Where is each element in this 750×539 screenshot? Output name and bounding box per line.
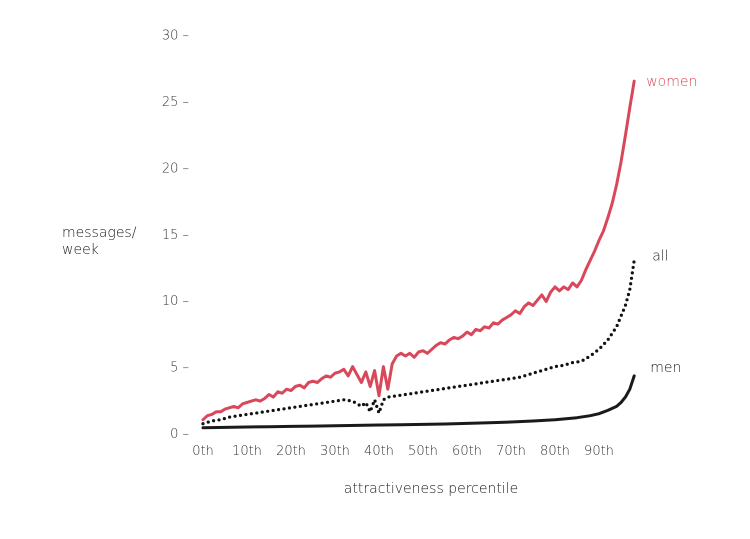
y-axis-label-line1: messages/ xyxy=(62,225,137,241)
y-tick-label: 15 – xyxy=(162,228,189,243)
series-line-all xyxy=(201,258,636,426)
y-tick-label: 30 – xyxy=(162,29,189,44)
x-tick-label: 20th xyxy=(276,444,306,459)
y-tick-label: 5 – xyxy=(170,361,189,376)
y-tick-label: 20 – xyxy=(162,161,189,176)
x-tick-label: 30th xyxy=(320,444,350,459)
y-axis-ticks: 0 – 5 – 10 – 15 – 20 – 25 – 30 – xyxy=(162,29,189,442)
series-label-men: men xyxy=(650,360,681,376)
series-line-men xyxy=(201,374,636,430)
series-lines xyxy=(201,79,636,430)
x-tick-label: 60th xyxy=(452,444,482,459)
series-labels: women all men xyxy=(646,74,697,376)
y-tick-label: 0 – xyxy=(170,427,189,442)
x-tick-label: 80th xyxy=(540,444,570,459)
x-tick-label: 90th xyxy=(584,444,614,459)
x-tick-label: 0th xyxy=(192,444,214,459)
x-tick-label: 70th xyxy=(496,444,526,459)
x-tick-label: 10th xyxy=(232,444,262,459)
x-axis-label: attractiveness percentile xyxy=(344,481,518,497)
y-axis-label-line2: week xyxy=(62,242,99,258)
y-tick-label: 10 – xyxy=(162,294,189,309)
x-tick-label: 40th xyxy=(364,444,394,459)
x-axis-ticks: 0th 10th 20th 30th 40th 50th 60th 70th 80th 90th xyxy=(192,444,614,459)
series-line-women xyxy=(201,79,636,422)
series-label-all: all xyxy=(652,248,668,264)
x-tick-label: 50th xyxy=(408,444,438,459)
y-tick-label: 25 – xyxy=(162,95,189,110)
series-label-women: women xyxy=(646,74,697,90)
